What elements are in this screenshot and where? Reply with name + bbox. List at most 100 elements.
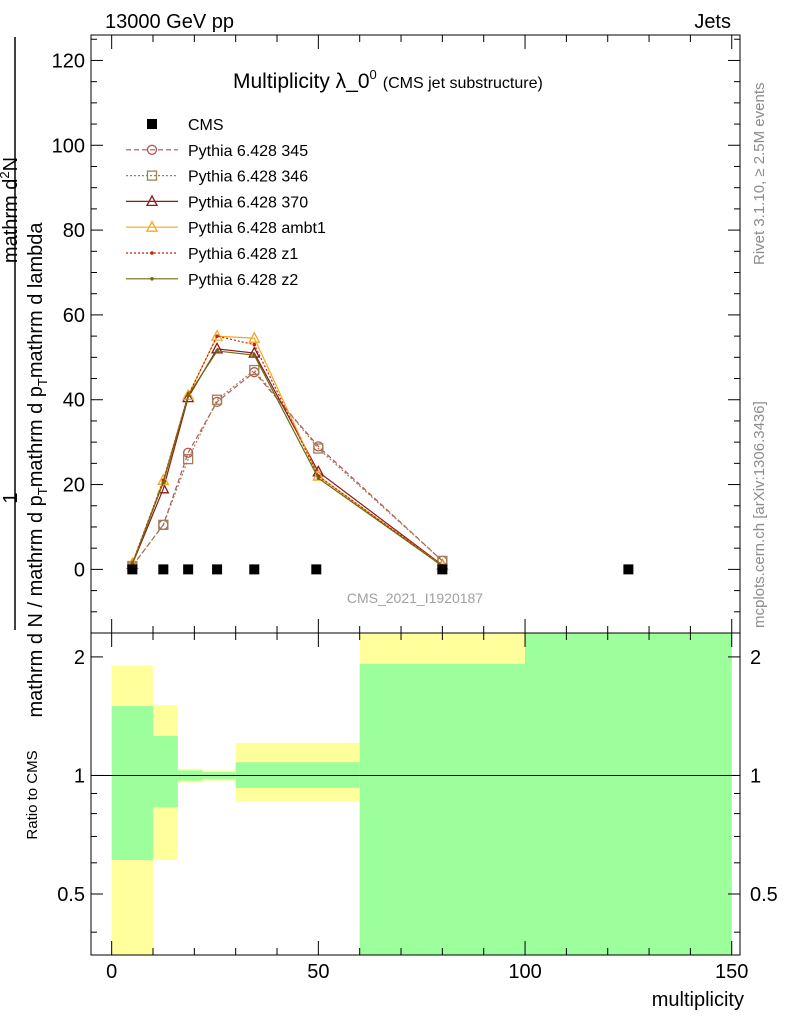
series-group <box>130 349 445 568</box>
x-tick-label: 50 <box>307 961 329 983</box>
cms-data-point <box>623 564 634 575</box>
legend-label: Pythia 6.428 ambt1 <box>188 220 326 237</box>
ratio-panel: 0.5 0.5 1 1 2 2 0 50 100 150 Ratio to CMS multip… <box>24 632 778 1011</box>
legend-entry: Pythia 6.428 345 <box>126 143 308 160</box>
ratio-band-inner <box>153 735 178 808</box>
legend-entry: CMS <box>147 117 224 134</box>
y-label-one: 1 <box>0 492 22 503</box>
ratio-band-inner <box>359 663 526 955</box>
main-panel: Multiplicity λ_00(CMS jet substructure) … <box>0 34 741 717</box>
ratio-y-tick-label: 1 <box>74 765 85 787</box>
ratio-band-inner <box>525 633 732 955</box>
ratio-y-tick-label-right: 1 <box>750 765 761 787</box>
header-left: 13000 GeV pp <box>105 11 234 33</box>
series-point <box>248 346 261 358</box>
series-group <box>130 334 445 568</box>
series-point <box>158 519 169 531</box>
ratio-y-label: Ratio to CMS <box>24 750 41 839</box>
legend-marker <box>150 251 154 255</box>
y-label-num: mathrm d2N <box>0 157 22 263</box>
analysis-watermark: CMS_2021_I1920187 <box>347 590 483 606</box>
y-tick-label: 20 <box>63 475 85 497</box>
cms-data-point <box>311 564 322 575</box>
series-line <box>131 335 443 567</box>
ratio-y-tick-label-right: 0.5 <box>750 884 778 906</box>
ratio-band-inner <box>111 706 154 860</box>
legend-label: Pythia 6.428 345 <box>188 143 308 160</box>
series-point <box>161 480 166 485</box>
y-tick-label: 80 <box>63 220 85 242</box>
series-point <box>211 394 223 405</box>
series-point <box>215 349 219 353</box>
series-line <box>131 350 443 567</box>
series-group <box>127 367 448 572</box>
ratio-y-tick-label-right: 2 <box>750 647 761 669</box>
series-group <box>127 364 448 572</box>
ratio-frame <box>90 632 741 956</box>
series-point <box>211 329 224 341</box>
series-point <box>252 353 257 358</box>
series-line <box>131 335 443 567</box>
chart-title-paren: (CMS jet substructure) <box>383 75 543 92</box>
series-group <box>126 329 449 571</box>
legend-marker <box>150 277 154 281</box>
legend-label: Pythia 6.428 370 <box>188 194 308 211</box>
cms-data-point <box>212 564 223 575</box>
series-point <box>182 388 195 401</box>
series-point <box>248 331 261 343</box>
cms-data-point <box>127 564 138 575</box>
legend-label: Pythia 6.428 z2 <box>188 272 298 289</box>
y-tick-label: 40 <box>63 390 85 412</box>
series-point <box>182 447 194 458</box>
y-tick-label: 120 <box>52 50 85 72</box>
ratio-y-tick-label: 2 <box>74 647 85 669</box>
legend-entry: Pythia 6.428 346 <box>126 169 308 186</box>
series-point <box>186 393 190 398</box>
series-point <box>215 334 219 338</box>
ratio-y-tick-label: 0.5 <box>57 884 85 906</box>
legend-marker <box>145 194 159 207</box>
mcplots-label: mcplots.cern.ch [arXiv:1306.3436] <box>751 401 768 628</box>
chart-title: Multiplicity λ_00 (CMS jet substructure) <box>233 67 543 93</box>
legend-entry: Pythia 6.428 z1 <box>126 246 298 263</box>
header-right: Jets <box>694 11 731 33</box>
y-tick-label: 60 <box>63 305 85 327</box>
legend-entry: Pythia 6.428 z2 <box>126 272 298 289</box>
cms-data-point <box>158 564 169 575</box>
legend-marker <box>146 144 158 155</box>
cms-data-point <box>249 564 260 575</box>
legend-marker <box>147 119 157 129</box>
series-point <box>182 390 195 403</box>
x-axis-label: multiplicity <box>652 989 744 1011</box>
cms-data-point <box>183 564 194 575</box>
legend-label: CMS <box>188 117 224 134</box>
legend-entry: Pythia 6.428 ambt1 <box>126 220 326 237</box>
y-tick-label: 100 <box>52 135 85 157</box>
series-point <box>312 469 325 481</box>
x-tick-label: 0 <box>106 961 117 983</box>
legend-label: Pythia 6.428 z1 <box>188 246 298 263</box>
x-tick-label: 150 <box>715 961 748 983</box>
x-tick-label: 100 <box>508 961 541 983</box>
y-axis-label: 1 mathrm d N / mathrm d pTmathrm d pTmat… <box>0 37 50 717</box>
series-point <box>252 342 257 347</box>
rivet-label: Rivet 3.1.10, ≥ 2.5M events <box>751 83 768 266</box>
series-point <box>316 476 321 480</box>
series-line <box>131 371 443 567</box>
legend-entry: Pythia 6.428 370 <box>126 194 308 211</box>
series-point <box>211 341 224 354</box>
legend-marker <box>146 170 158 181</box>
series-point <box>182 453 194 465</box>
legend-label: Pythia 6.428 346 <box>188 169 308 186</box>
series-point <box>157 473 170 485</box>
y-label-den: mathrm d N / mathrm d pTmathrm d pTmathr… <box>25 222 50 718</box>
cms-data-point <box>437 564 448 575</box>
series-point <box>249 364 260 376</box>
series-line <box>131 369 443 567</box>
legend-marker <box>145 220 159 232</box>
chart-title-sup: 0 <box>370 67 377 82</box>
legend: CMS Pythia 6.428 345 Pythia 6.428 346 Pythi… <box>126 117 326 289</box>
cms-points <box>127 564 634 575</box>
series-point <box>313 443 324 454</box>
